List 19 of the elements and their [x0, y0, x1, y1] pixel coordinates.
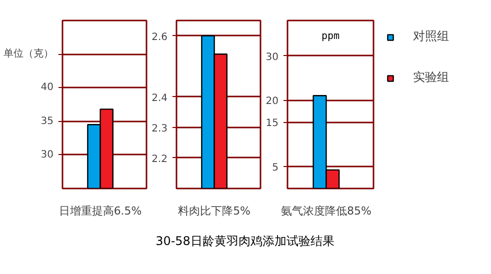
y-tick-label: 2.6	[152, 32, 168, 43]
y-tick-label: 单位（克）	[4, 48, 54, 60]
y-tick-label: 2.2	[152, 154, 168, 165]
x-tick-label: 日增重提高6.5%	[58, 204, 142, 218]
y-tick-label: 2.3	[152, 123, 168, 134]
y-tick-label: 30	[40, 149, 54, 160]
x-tick-label: 氨气浓度降低85%	[280, 204, 372, 218]
text: 30-58日龄黄羽肉鸡添加试验结果	[156, 233, 334, 250]
y-tick-label: 20	[266, 96, 279, 108]
y-tick-label: 5	[272, 162, 279, 174]
y-tick-label: 40	[40, 82, 54, 94]
y-tick-label: 30	[266, 52, 279, 63]
y-tick-label: 15	[266, 118, 279, 130]
y-tick-label: 2.4	[152, 92, 168, 104]
legend-label: 实验组	[413, 69, 449, 86]
x-tick-label: 料肉比下降5%	[178, 204, 251, 218]
y-axis-title: ppm	[321, 30, 340, 42]
y-tick-label: 35	[40, 116, 54, 127]
legend-label: 对照组	[413, 28, 449, 45]
